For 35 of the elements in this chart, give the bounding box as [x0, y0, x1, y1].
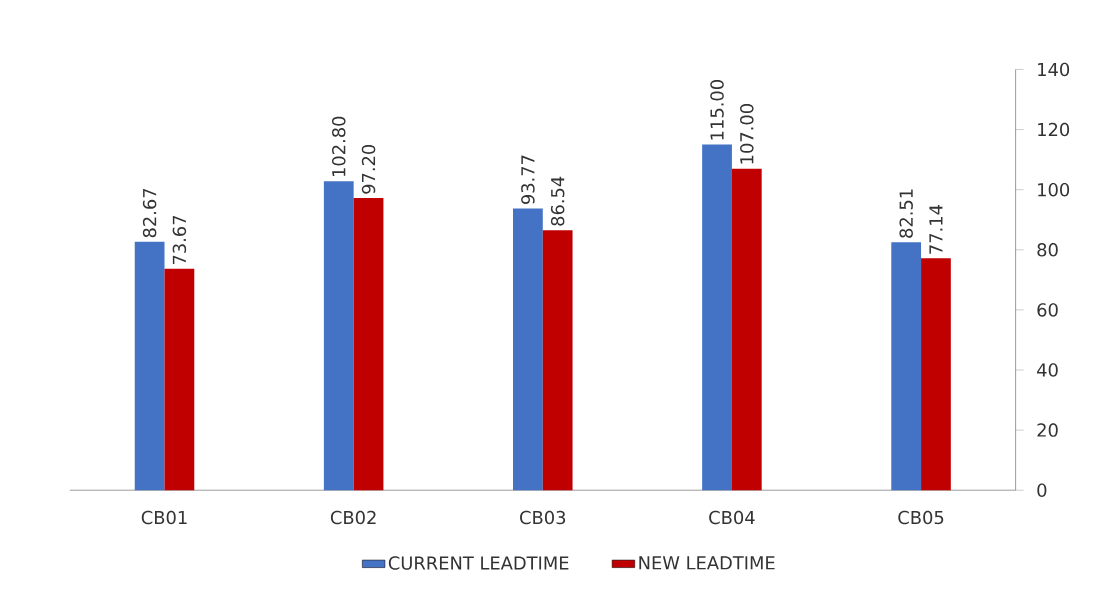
y-tick-label: 140 — [1038, 62, 1070, 77]
data-label: 102.80 — [332, 116, 346, 176]
data-label: 82.51 — [899, 189, 913, 238]
bar — [542, 229, 573, 491]
bar — [164, 268, 195, 491]
bar — [702, 144, 732, 491]
legend-label: NEW LEADTIME — [639, 556, 775, 570]
bar — [891, 242, 922, 491]
y-tick-label: 40 — [1037, 363, 1058, 377]
x-tick-label: CB02 — [330, 510, 376, 525]
legend-label: CURRENT LEADTIME — [388, 556, 569, 570]
data-label: 82.67 — [142, 188, 157, 238]
data-label: 115.00 — [710, 79, 724, 140]
data-label: 97.20 — [361, 144, 376, 194]
x-tick-label: CB03 — [520, 510, 566, 525]
bar — [323, 181, 354, 491]
y-tick-label: 20 — [1037, 423, 1058, 437]
bar — [513, 208, 543, 491]
y-tick-label: 60 — [1037, 302, 1058, 317]
bar — [921, 258, 951, 491]
bar — [731, 168, 762, 491]
bar — [134, 241, 165, 491]
y-tick-label: 80 — [1037, 242, 1058, 257]
bar — [353, 197, 384, 491]
x-tick-label: CB01 — [141, 510, 187, 525]
y-tick-label: 100 — [1038, 182, 1070, 197]
data-label: 86.54 — [550, 176, 565, 226]
x-tick-label: CB04 — [709, 510, 755, 525]
y-tick-label: 120 — [1038, 122, 1070, 137]
data-label: 107.00 — [740, 103, 754, 164]
data-label: 77.14 — [929, 204, 943, 254]
x-tick-label: CB05 — [898, 510, 944, 525]
data-label: 93.77 — [521, 155, 535, 204]
y-tick-label: 0 — [1037, 483, 1047, 497]
data-label: 73.67 — [172, 215, 187, 264]
